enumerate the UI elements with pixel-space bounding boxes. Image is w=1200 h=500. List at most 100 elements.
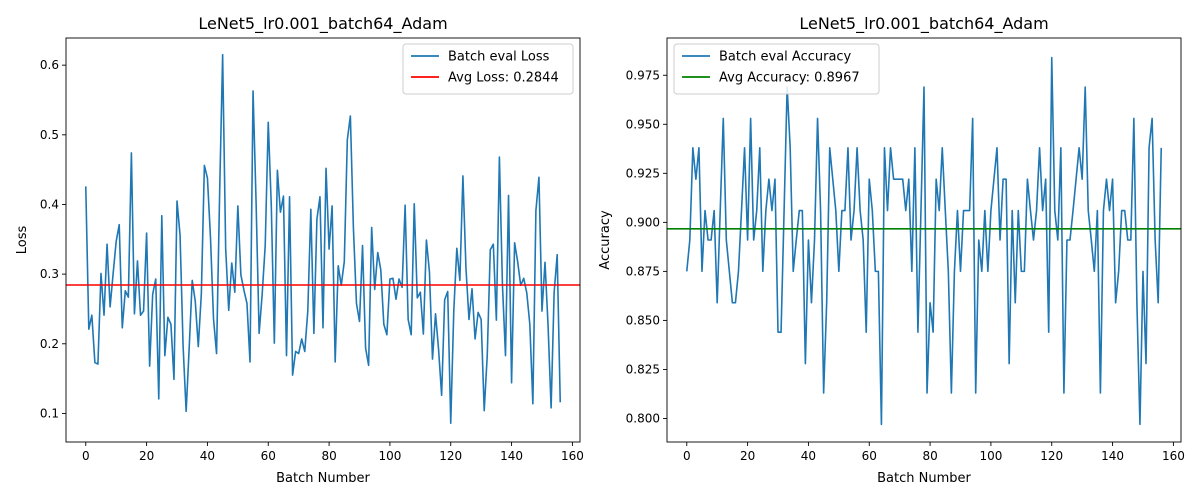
y-tick-label: 0.850: [626, 313, 660, 327]
data-point: [853, 209, 855, 211]
data-point: [1142, 270, 1144, 272]
y-tick-label: 0.950: [626, 117, 660, 131]
data-point: [124, 290, 126, 292]
data-point: [215, 352, 217, 354]
data-point: [85, 185, 87, 187]
data-point: [1096, 209, 1098, 211]
data-point: [1148, 147, 1150, 149]
data-point: [743, 147, 745, 149]
y-tick-label: 0.900: [626, 215, 660, 229]
data-point: [865, 331, 867, 333]
y-axis-label: Loss: [15, 226, 30, 255]
data-point: [364, 347, 366, 349]
data-point: [1081, 178, 1083, 180]
data-point: [1130, 239, 1132, 241]
axes-frame: [666, 37, 1182, 443]
data-point: [398, 278, 400, 280]
data-point: [212, 318, 214, 320]
data-point: [734, 302, 736, 304]
legend-entry: Avg Accuracy: 0.8967: [719, 71, 860, 86]
data-point: [993, 178, 995, 180]
data-point: [774, 178, 776, 180]
data-point: [91, 314, 93, 316]
data-point: [929, 302, 931, 304]
data-point: [416, 297, 418, 299]
data-point: [130, 152, 132, 154]
series-line: [84, 53, 562, 424]
data-point: [380, 269, 382, 271]
data-point: [194, 300, 196, 302]
data-point: [419, 291, 421, 293]
data-point: [407, 318, 409, 320]
data-point: [182, 345, 184, 347]
data-point: [892, 178, 894, 180]
data-point: [1108, 209, 1110, 211]
data-point: [1035, 209, 1037, 211]
data-point: [155, 278, 157, 280]
data-point: [838, 270, 840, 272]
data-point: [337, 265, 339, 267]
y-tick-label: 0.4: [40, 197, 59, 211]
legend-box: [402, 43, 574, 95]
data-point: [975, 392, 977, 394]
data-point: [752, 239, 754, 241]
data-point: [431, 358, 433, 360]
data-point: [917, 331, 919, 333]
data-point: [771, 209, 773, 211]
data-point: [224, 247, 226, 249]
data-point: [294, 350, 296, 352]
data-point: [164, 354, 166, 356]
data-point: [1084, 86, 1086, 88]
data-point: [440, 394, 442, 396]
data-point: [962, 209, 964, 211]
data-point: [510, 382, 512, 384]
legend: Batch eval Loss Avg Loss: 0.2844: [402, 43, 574, 95]
data-point: [544, 261, 546, 263]
data-point: [264, 244, 266, 246]
data-point: [228, 309, 230, 311]
data-point: [377, 251, 379, 253]
data-point: [874, 270, 876, 272]
data-point: [221, 54, 223, 56]
data-point: [822, 392, 824, 394]
data-point: [270, 205, 272, 207]
data-point: [895, 178, 897, 180]
data-point: [1047, 331, 1049, 333]
data-point: [319, 196, 321, 198]
data-point: [334, 361, 336, 363]
data-point: [1078, 147, 1080, 149]
data-point: [1157, 302, 1159, 304]
data-point: [1023, 270, 1025, 272]
y-tick-label: 0.1: [40, 406, 59, 420]
data-point: [261, 293, 263, 295]
data-point: [462, 175, 464, 177]
data-point: [990, 209, 992, 211]
data-point: [115, 240, 117, 242]
data-point: [112, 272, 114, 274]
data-point: [862, 239, 864, 241]
data-point: [847, 147, 849, 149]
data-point: [898, 178, 900, 180]
series-line: [685, 56, 1163, 426]
data-point: [762, 270, 764, 272]
data-point: [197, 345, 199, 347]
data-point: [492, 243, 494, 245]
data-point: [94, 361, 96, 363]
data-point: [704, 209, 706, 211]
data-point: [179, 234, 181, 236]
data-point: [480, 318, 482, 320]
data-point: [880, 423, 882, 425]
x-tick-label: 120: [1040, 449, 1063, 463]
data-point: [301, 338, 303, 340]
data-point: [1029, 209, 1031, 211]
data-point: [1041, 209, 1043, 211]
data-point: [139, 314, 141, 316]
data-point: [920, 209, 922, 211]
data-point: [158, 398, 160, 400]
data-point: [349, 115, 351, 117]
data-point: [504, 354, 506, 356]
data-point: [151, 293, 153, 295]
data-point: [1099, 392, 1101, 394]
data-point: [698, 147, 700, 149]
data-point: [1120, 209, 1122, 211]
